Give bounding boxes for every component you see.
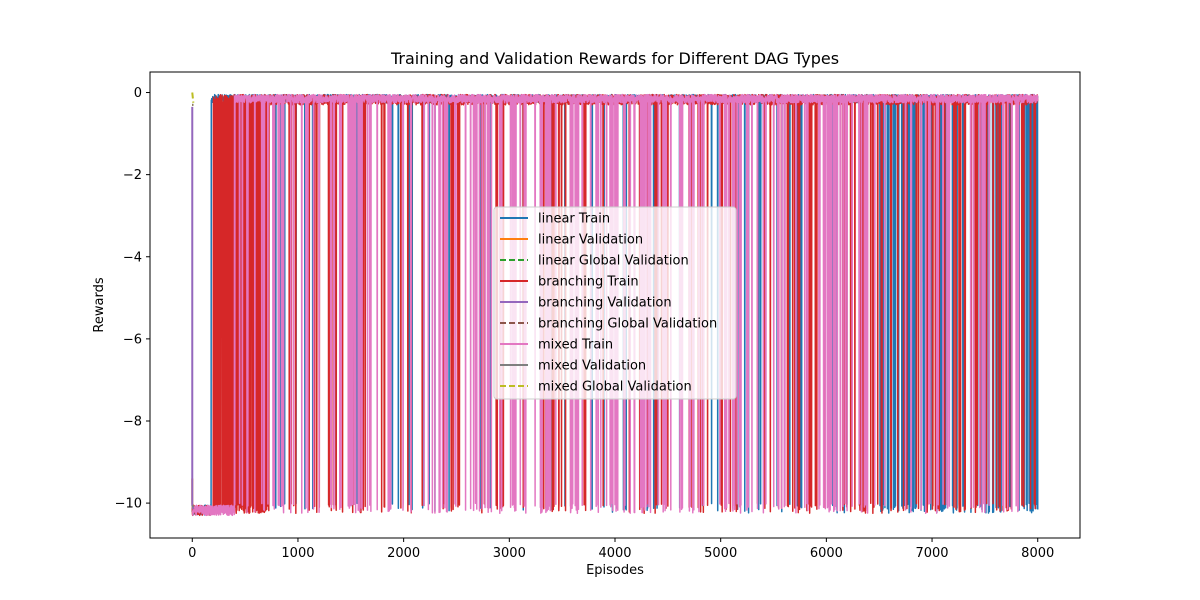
legend-entry-label: linear Global Validation (538, 254, 689, 269)
x-tick-label: 3000 (493, 546, 526, 561)
y-tick-label: −8 (123, 414, 142, 429)
x-tick-label: 7000 (915, 546, 948, 561)
x-tick-label: 6000 (810, 546, 843, 561)
legend-entry-label: branching Train (538, 275, 639, 290)
series-line-mixed-train (191, 93, 1039, 517)
x-tick-label: 2000 (387, 546, 420, 561)
y-tick-label: −2 (123, 168, 142, 183)
y-tick-label: −6 (123, 332, 142, 347)
series-line-mixed-global-validation (191, 92, 195, 103)
legend-entry-label: linear Train (538, 212, 610, 227)
x-tick-label: 5000 (704, 546, 737, 561)
legend-entry-label: linear Validation (538, 233, 643, 248)
legend-entry-label: branching Global Validation (538, 317, 717, 332)
y-axis-title: Rewards (92, 277, 107, 332)
x-tick-label: 8000 (1021, 546, 1054, 561)
legend-entry-label: mixed Validation (538, 359, 646, 374)
x-tick-label: 0 (188, 546, 196, 561)
legend: linear Train linear Validation linear Glob… (493, 206, 737, 400)
legend-entry-label: mixed Global Validation (538, 380, 692, 395)
y-tick-label: −4 (123, 250, 142, 265)
y-tick-label: 0 (134, 86, 142, 101)
x-tick-label: 4000 (598, 546, 631, 561)
legend-entry-label: branching Validation (538, 296, 672, 311)
legend-box (493, 206, 737, 400)
series-line-mixed-validation (191, 504, 195, 508)
plot-area: 0 1000 2000 3000 4000 5000 6000 7000 8000 0 −2 −4 −6… (115, 71, 1081, 561)
x-axis-title: Episodes (586, 563, 644, 578)
series-line-branching-validation (191, 106, 195, 510)
chart-title: Training and Validation Rewards for Diff… (390, 49, 839, 68)
y-tick-label: −10 (115, 497, 142, 512)
x-tick-label: 1000 (281, 546, 314, 561)
legend-entry-label: mixed Train (538, 338, 613, 353)
data-layer (191, 92, 1039, 517)
